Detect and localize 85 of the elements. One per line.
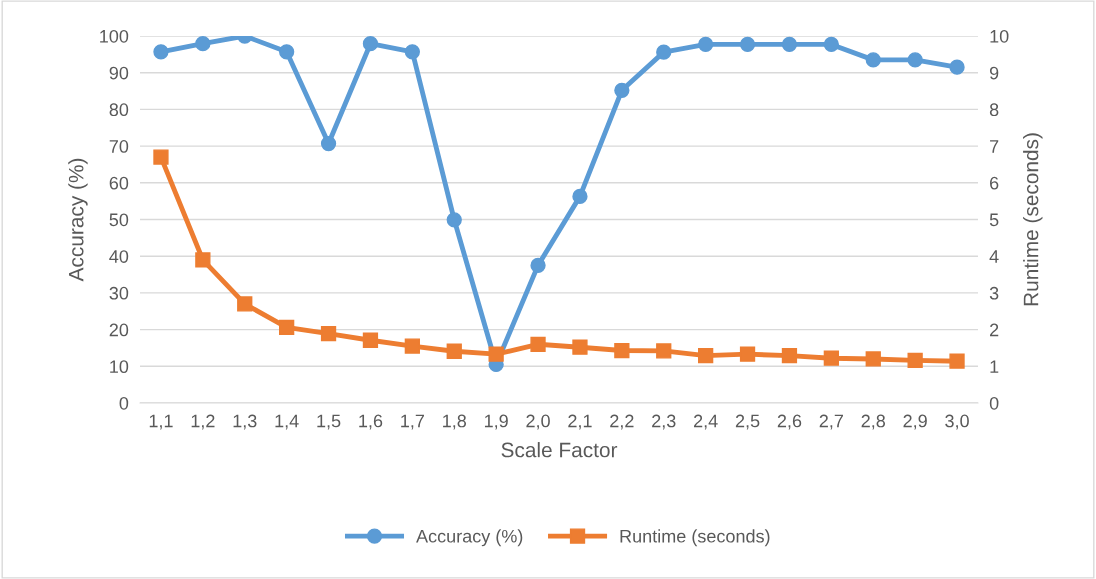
x-tick-label: 2,4: [694, 414, 718, 430]
x-tick-label: 1,9: [484, 414, 508, 430]
y2-tick-label: 2: [990, 323, 999, 337]
y-tick-label: 50: [109, 213, 129, 227]
x-tick-label: 2,8: [861, 414, 886, 430]
x-tick-label: 2,6: [777, 414, 802, 430]
point: [153, 149, 169, 165]
point: [530, 336, 546, 352]
point: [404, 44, 420, 60]
y2-tick-label: 6: [990, 176, 999, 190]
y-tick-label: 0: [119, 396, 129, 410]
point: [320, 135, 337, 152]
legend-label: Runtime (seconds): [620, 529, 770, 547]
point: [949, 59, 965, 75]
point: [488, 346, 504, 362]
y2-tick-label: 0: [989, 396, 999, 410]
x-tick-label: 1,1: [149, 414, 173, 430]
x-tick-label: 2,0: [526, 414, 550, 430]
point: [656, 343, 672, 359]
point: [320, 325, 337, 342]
point: [362, 36, 379, 52]
y-tick-label: 100: [100, 29, 129, 43]
x-tick-label: 2,9: [903, 414, 927, 430]
point: [865, 351, 881, 367]
x-tick-label: 2,7: [819, 414, 843, 430]
x-tick-label: 1,5: [317, 414, 341, 430]
x-tick-label: 2,2: [610, 414, 634, 430]
x-tick-label: 2,3: [652, 414, 676, 430]
x-axis-title: Scale Factor: [501, 442, 618, 458]
legend-label: Accuracy (%): [416, 529, 523, 547]
point: [739, 346, 756, 362]
y2-tick-label: 4: [989, 250, 999, 263]
y-tick-label: 40: [109, 250, 129, 263]
x-tick-label: 1,6: [359, 414, 383, 430]
point: [153, 44, 169, 60]
point: [279, 319, 295, 336]
y-tick-label: 90: [109, 66, 129, 80]
y-tick-label: 60: [109, 176, 129, 190]
point: [907, 52, 923, 68]
point: [781, 348, 798, 364]
point: [530, 257, 546, 274]
point: [404, 338, 420, 354]
y2-tick-label: 8: [989, 103, 999, 117]
point: [195, 252, 211, 268]
y2-tick-label: 10: [990, 29, 1009, 43]
x-tick-label: 3,0: [945, 414, 969, 430]
x-tick-label: 2,5: [735, 414, 760, 430]
y2-tick-label: 1: [990, 360, 999, 373]
point: [698, 36, 714, 53]
y2-tick-label: 7: [990, 140, 999, 153]
point: [572, 339, 588, 355]
x-tick-label: 1,2: [191, 414, 215, 430]
point: [237, 296, 253, 312]
x-tick-label: 1,4: [275, 414, 299, 430]
point: [823, 350, 839, 366]
y-tick-label: 30: [109, 286, 129, 300]
y2-tick-label: 5: [989, 213, 999, 227]
point: [865, 52, 881, 68]
point: [279, 44, 295, 60]
point: [739, 36, 756, 53]
point: [446, 343, 462, 359]
point: [823, 36, 839, 53]
point: [362, 332, 379, 348]
y-tick-label: 80: [109, 103, 129, 117]
y-tick-label: 10: [110, 360, 129, 374]
point: [195, 36, 211, 52]
y-tick-label: 20: [109, 323, 129, 337]
y2-axis-title: Runtime (seconds): [1023, 133, 1043, 306]
point: [656, 44, 672, 60]
y2-tick-label: 9: [989, 66, 999, 80]
x-tick-label: 1,8: [443, 414, 467, 430]
point: [698, 348, 714, 364]
y-tick-label: 70: [109, 140, 129, 153]
point: [949, 353, 965, 369]
point: [907, 352, 923, 369]
x-tick-label: 1,3: [233, 414, 257, 430]
point: [781, 36, 798, 53]
point: [446, 212, 462, 228]
y-axis-title: Accuracy (%): [68, 158, 88, 282]
point: [572, 188, 588, 205]
point: [614, 82, 630, 98]
x-tick-label: 2,1: [568, 414, 592, 430]
point: [614, 342, 630, 359]
x-tick-label: 1,7: [401, 414, 424, 430]
y2-tick-label: 3: [989, 286, 999, 300]
